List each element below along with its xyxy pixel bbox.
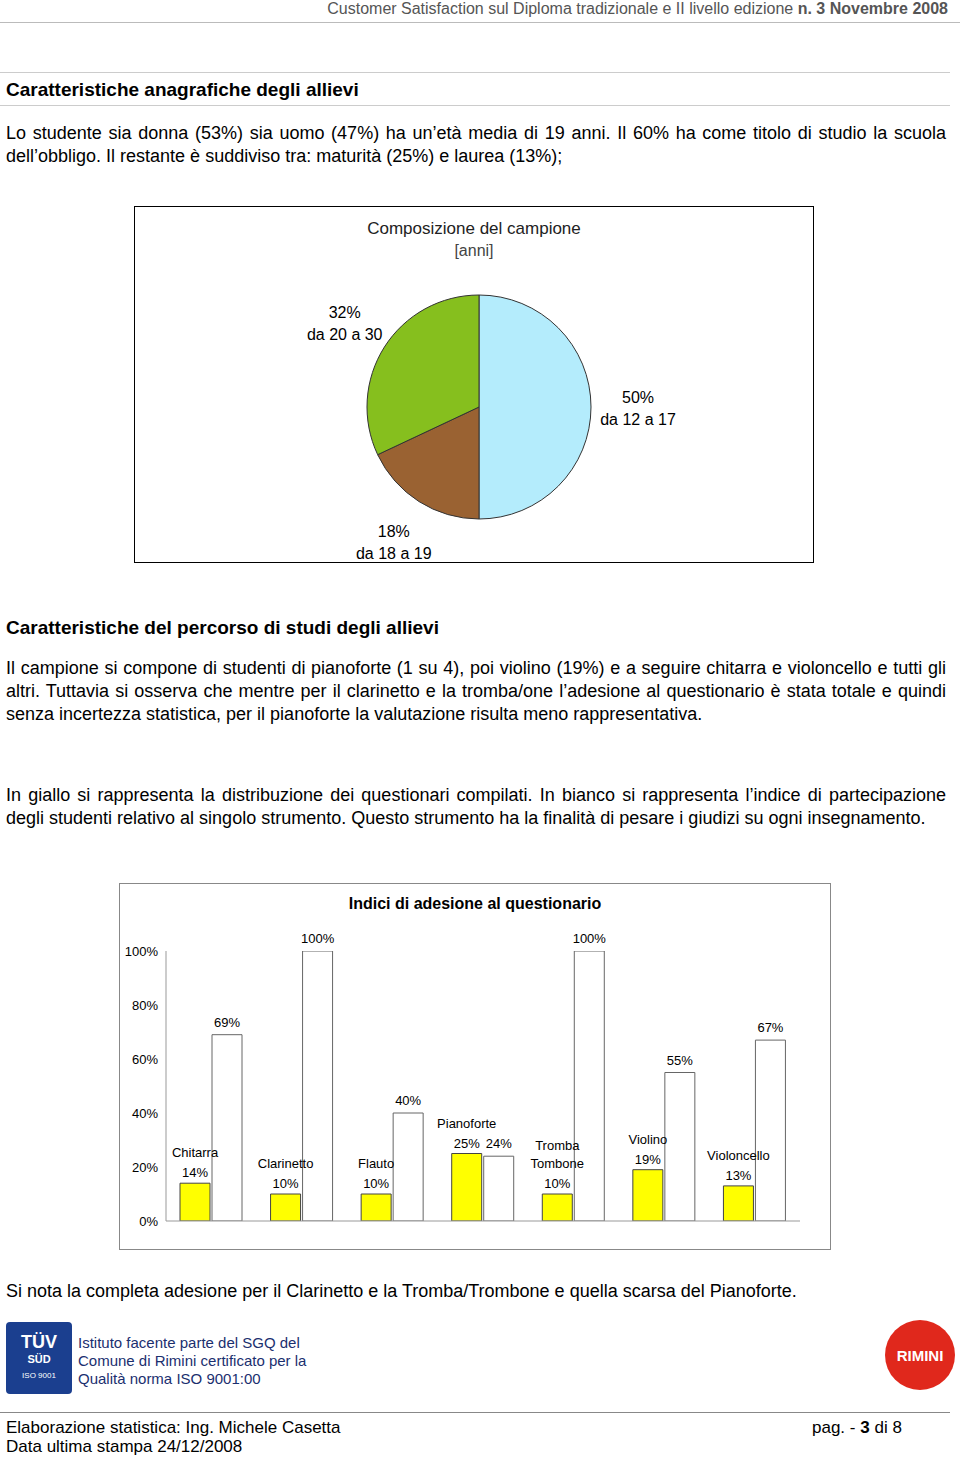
html-text:Il campione si compone di stud: Il campione si compone di studenti di pi… [6,658,946,724]
html-text:Data ultima stampa 24/12/2008: Data ultima stampa 24/12/2008 [6,1437,243,1456]
svg-text:69%: 69% [214,1015,240,1030]
html-text:Comune di Rimini certificato p: Comune di Rimini certificato per la [78,1352,307,1369]
html-text:RIMINI: RIMINI [896,1346,944,1364]
html-text:Pianoforte: Pianoforte [437,1115,497,1131]
html-text:Si nota la completa adesione p: Si nota la completa adesione per il Clar… [6,1281,797,1301]
svg-text:Flauto10%: Flauto10% [358,1156,394,1191]
html-text:SÜD: SÜD [27,1353,51,1365]
html-text:Elaborazione statistica: Ing.: Elaborazione statistica: Ing. Michele Ca… [6,1418,341,1437]
svg-text:80%: 80% [132,998,158,1013]
html-text:Qualità norma ISO 9001:00: Qualità norma ISO 9001:00 [78,1370,261,1387]
svg-text:100%: 100% [301,931,335,946]
svg-text:20%: 20% [132,1160,158,1175]
svg-text:55%: 55% [667,1053,693,1068]
svg-text:67%: 67% [757,1020,783,1035]
svg-text:TrombaTombone10%: TrombaTombone10% [531,1138,584,1191]
svg-text:Chitarra14%: Chitarra14% [172,1145,219,1180]
html-text:[anni]: [anni] [454,242,494,259]
svg-text:100%: 100% [573,931,607,946]
html-text:Caratteristiche anagrafiche de: Caratteristiche anagrafiche degli alliev… [6,79,359,100]
html-text:Customer Satisfaction sul Dipl: Customer Satisfaction sul Diploma tradiz… [327,0,948,17]
svg-text:Violino19%: Violino19% [628,1132,667,1167]
svg-text:0%: 0% [139,1214,158,1229]
html-text:Indici di adesione al question: Indici di adesione al questionario [348,895,602,912]
html-text:Caratteristiche del percorso d: Caratteristiche del percorso di studi de… [6,617,439,638]
html-text:In giallo si rappresenta la di: In giallo si rappresenta la distribuzion… [6,785,946,828]
svg-text:24%: 24% [486,1136,512,1151]
svg-text:50%da 12 a 17: 50%da 12 a 17 [600,389,676,428]
svg-text:32%da 20 a 30: 32%da 20 a 30 [307,304,383,343]
svg-text:Violoncello13%: Violoncello13% [707,1148,770,1183]
svg-text:40%: 40% [395,1093,421,1108]
svg-text:40%: 40% [132,1106,158,1121]
html-text:Composizione del campione: Composizione del campione [367,219,581,238]
html-text:Lo studente sia donna (53%) si: Lo studente sia donna (53%) sia uomo (47… [6,123,946,166]
html-text:Istituto facente parte del SGQ: Istituto facente parte del SGQ del [78,1334,300,1351]
html-text:TÜV: TÜV [21,1332,57,1352]
svg-text:60%: 60% [132,1052,158,1067]
html-text:pag. - 3 di 8: pag. - 3 di 8 [812,1418,902,1437]
svg-text:100%: 100% [125,944,159,959]
svg-text:Clarinetto10%: Clarinetto10% [258,1156,314,1191]
svg-text:18%da 18 a 19: 18%da 18 a 19 [356,523,432,562]
html-text:ISO 9001: ISO 9001 [22,1371,56,1380]
html-text:25%: 25% [453,1135,480,1151]
